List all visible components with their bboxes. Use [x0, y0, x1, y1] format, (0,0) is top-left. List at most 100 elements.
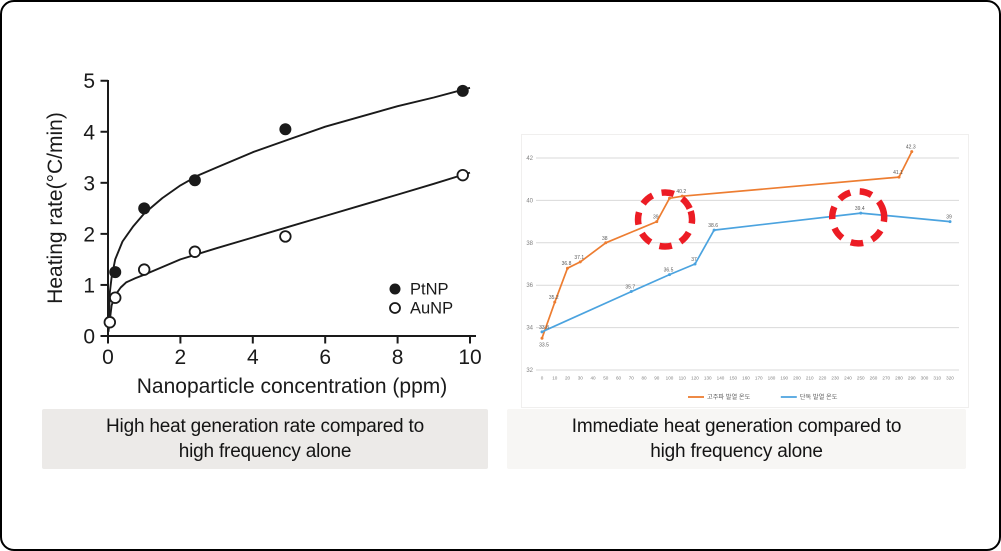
x-tick-label: 170: [755, 376, 763, 381]
data-label: 36.5: [664, 268, 674, 274]
x-tick-label: 120: [691, 376, 699, 381]
x-tick-label: 2: [175, 346, 187, 369]
y-tick-label: 34: [526, 326, 533, 332]
ptnp-point: [109, 266, 122, 279]
ptnp-point: [279, 123, 292, 136]
legend-marker-ptnp: [389, 283, 401, 295]
x-tick-label: 90: [654, 376, 660, 381]
series-line-orange: [541, 151, 913, 339]
right-caption-line1: Immediate heat generation compared to: [571, 416, 902, 437]
y-tick-label: 1: [83, 274, 95, 297]
aunp-point: [188, 245, 202, 258]
x-tick-label: 250: [857, 376, 865, 381]
right-chart: 32 34 36 38 40 42 0 10 20 30 40 50 60 70 80 90 100 110 120…: [526, 145, 959, 401]
y-tick-label: 36: [526, 283, 533, 289]
x-tick-label: 230: [831, 376, 839, 381]
x-tick-label: 0: [541, 376, 544, 381]
series-point: [910, 150, 914, 154]
series-point: [553, 300, 557, 304]
data-label: 39.4: [855, 206, 865, 212]
x-tick-label: 200: [793, 376, 801, 381]
right-caption-line2: high frequency alone: [650, 441, 823, 462]
data-label: 35.7: [625, 285, 635, 291]
aunp-point: [109, 291, 122, 304]
series-point: [540, 336, 544, 340]
x-tick-label: 300: [921, 376, 929, 381]
x-tick-label: 150: [729, 376, 737, 381]
data-label: 41.1: [893, 170, 903, 176]
y-tick-label: 5: [83, 70, 95, 93]
legend-marker-aunp: [389, 302, 401, 314]
x-tick-label: 110: [679, 376, 687, 381]
series-point: [693, 262, 697, 266]
aunp-point: [103, 316, 117, 329]
y-tick-label: 40: [526, 198, 533, 204]
data-label: 36.8: [562, 261, 572, 267]
y-tick-label: 38: [526, 241, 533, 247]
legend-label-blue: 단독 발열 온도: [800, 393, 838, 401]
y-tick-label: 42: [526, 156, 533, 162]
y-tick-label: 4: [83, 121, 95, 144]
x-tick-label: 60: [616, 376, 622, 381]
series-point: [578, 260, 582, 264]
ptnp-point: [456, 84, 469, 97]
ptnp-point: [138, 202, 151, 215]
data-label: 33.8: [539, 325, 549, 331]
x-axis-title: Nanoparticle concentration (ppm): [137, 375, 448, 398]
x-tick-label: 8: [392, 346, 404, 369]
series-point: [948, 220, 952, 224]
y-tick-label: 2: [83, 223, 95, 246]
x-tick-label: 290: [908, 376, 916, 381]
series-point: [680, 194, 684, 198]
left-caption: High heat generation rate compared to hi…: [42, 409, 488, 469]
x-tick-label: 10: [552, 376, 558, 381]
series-point: [859, 211, 863, 215]
highlight-circle: [634, 189, 696, 250]
x-tick-label: 10: [458, 346, 481, 369]
x-tick-label: 140: [717, 376, 725, 381]
x-tick-label: 100: [666, 376, 674, 381]
series-point: [712, 228, 716, 232]
y-tick-label: 3: [83, 172, 95, 195]
x-tick-label: 320: [946, 376, 954, 381]
series-point: [540, 330, 544, 334]
highlight-circle: [828, 188, 888, 247]
data-label: 33.5: [539, 343, 549, 349]
data-label: 35.2: [549, 295, 559, 301]
x-tick-label: 70: [629, 376, 635, 381]
x-tick-label: 40: [590, 376, 596, 381]
data-label: 39: [653, 215, 659, 221]
series-point: [668, 273, 671, 277]
x-tick-label: 6: [319, 346, 331, 369]
right-caption: Immediate heat generation compared to hi…: [507, 409, 966, 469]
x-tick-label: 4: [247, 346, 259, 369]
data-label: 38: [602, 236, 608, 242]
y-tick-label: 0: [83, 326, 95, 349]
legend-label-aunp: AuNP: [410, 300, 453, 318]
y-tick-label: 32: [526, 368, 533, 374]
data-label: 37.1: [574, 255, 584, 261]
y-axis-title: Heating rate(°C/min): [44, 112, 67, 304]
x-tick-label: 30: [578, 376, 584, 381]
data-label: 37: [691, 257, 697, 263]
x-tick-label: 50: [603, 376, 609, 381]
data-label: 42.3: [906, 145, 916, 151]
x-tick-label: 240: [844, 376, 852, 381]
series-point: [668, 196, 671, 200]
series-line-blue: [541, 212, 951, 333]
right-chart-area: 32 34 36 38 40 42 0 10 20 30 40 50 60 70 80 90 100 110 120…: [521, 134, 969, 408]
legend-label-orange: 고주파 발열 온도: [707, 393, 751, 401]
x-tick-label: 130: [704, 376, 712, 381]
left-chart: 0 1 2 3 4 5 0 2 4 6 8 10 Heating rate(°C/min) Nanopar…: [44, 70, 482, 398]
left-caption-line2: high frequency alone: [178, 441, 352, 462]
x-tick-label: 20: [565, 376, 571, 381]
series-point: [566, 266, 569, 270]
x-tick-label: 260: [870, 376, 878, 381]
data-label: 38.6: [708, 223, 718, 229]
aunp-point: [279, 230, 292, 243]
data-label: 40.2: [676, 189, 686, 195]
aunp-point: [456, 168, 469, 182]
x-tick-label: 310: [933, 376, 941, 381]
x-tick-label: 160: [742, 376, 750, 381]
